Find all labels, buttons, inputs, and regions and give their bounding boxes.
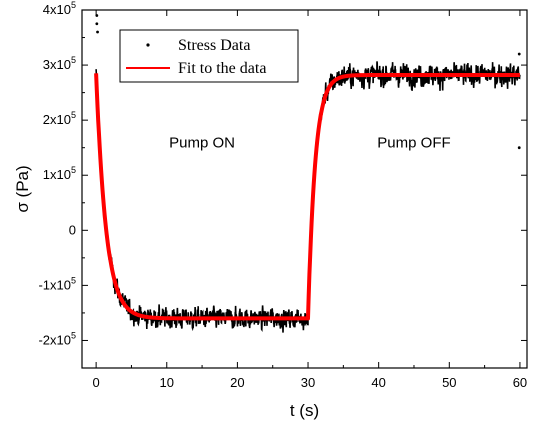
y-tick-label: -2x105 [38, 330, 76, 347]
x-tick-label: 30 [301, 375, 315, 390]
stress-data-point [517, 52, 521, 56]
plot-frame [81, 9, 528, 369]
x-tick-label: 0 [93, 375, 100, 390]
x-axis-label: t (s) [290, 401, 319, 420]
y-tick-label: 2x105 [43, 110, 76, 127]
y-tick-label: -1x105 [38, 275, 76, 292]
y-tick-label: 3x105 [43, 55, 76, 72]
legend-marker-stress-data [146, 43, 150, 47]
tick-layer: 0 10 20 30 40 50 60 4x105 3x105 2x105 1x105 0 -1x105… [38, 0, 527, 390]
fit-layer [94, 73, 522, 321]
y-axis-label: σ (Pa) [13, 165, 32, 212]
legend: Stress Data Fit to the data [119, 29, 299, 83]
legend-entry-fit: Fit to the data [178, 60, 266, 77]
stress-data-point [95, 22, 99, 26]
x-tick-label: 10 [160, 375, 174, 390]
stress-data-point [96, 30, 99, 34]
annotation-pump-off: Pump OFF [377, 135, 450, 152]
stress-data-point [517, 146, 521, 150]
y-tick-label: 0 [69, 222, 76, 237]
y-tick-label: 4x105 [43, 0, 76, 17]
legend-box [119, 29, 299, 83]
x-tick-label: 20 [230, 375, 244, 390]
x-tick-label: 50 [442, 375, 456, 390]
x-tick-label: 60 [513, 375, 527, 390]
annotation-pump-on: Pump ON [169, 135, 235, 152]
x-tick-label: 40 [371, 375, 385, 390]
fit-line [94, 73, 522, 321]
legend-entry-stress-data: Stress Data [178, 37, 250, 54]
y-tick-label: 1x105 [43, 165, 76, 182]
